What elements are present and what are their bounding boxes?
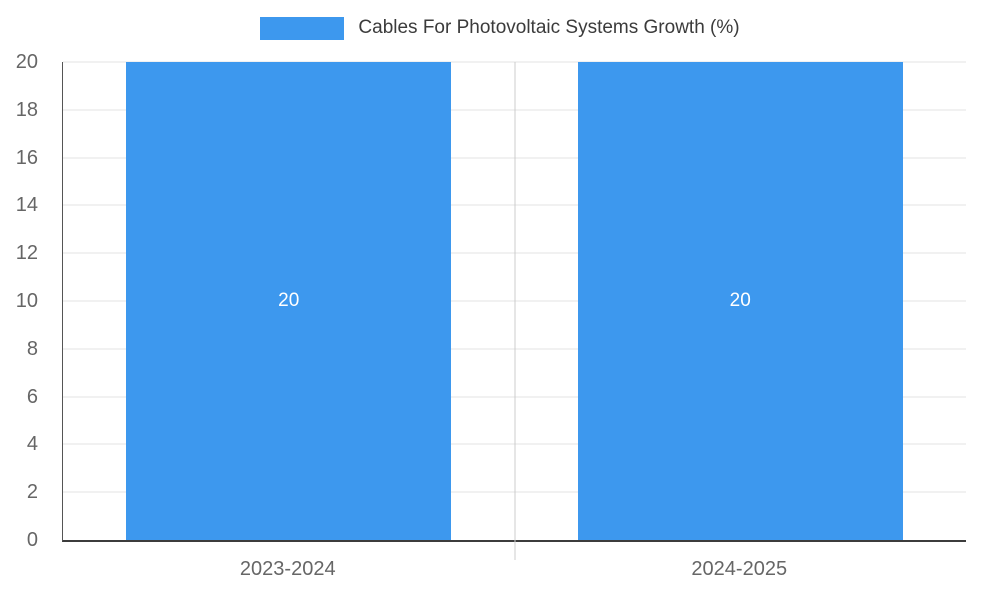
plot-area: 20 20	[62, 61, 966, 560]
y-tick-label: 6	[26, 385, 38, 408]
bar-cell: 20	[515, 62, 967, 540]
bar-cell: 20	[63, 62, 515, 540]
legend-swatch	[260, 16, 345, 40]
y-tick-label: 8	[26, 337, 38, 360]
y-tick-label: 18	[15, 98, 38, 121]
bar-value-label: 20	[278, 290, 300, 311]
chart-header: Cables For Photovoltaic Systems Growth (…	[0, 14, 1000, 42]
y-tick-label: 20	[15, 51, 38, 73]
y-axis-tick-labels: 0 2 4 6 8 10 12 14 16 18 20	[0, 52, 50, 550]
chart-title: Cables For Photovoltaic Systems Growth (…	[358, 17, 740, 38]
bar-value-label: 20	[729, 290, 751, 311]
category-separator	[514, 62, 515, 560]
y-tick-label: 0	[26, 529, 38, 551]
y-tick-label: 4	[26, 433, 38, 456]
y-tick-label: 16	[15, 146, 38, 169]
y-tick-label: 14	[15, 194, 38, 217]
y-tick-label: 10	[15, 290, 38, 312]
bar-2023-2024[interactable]: 20	[126, 62, 452, 540]
x-axis-label: 2024-2025	[691, 558, 788, 580]
y-tick-label: 12	[15, 242, 38, 265]
y-tick-label: 2	[26, 481, 38, 504]
x-axis-labels: 2023-2024 2024-2025	[62, 558, 965, 581]
bar-2024-2025[interactable]: 20	[577, 62, 903, 540]
bars-container: 20 20	[63, 62, 966, 540]
x-axis-label: 2023-2024	[239, 558, 336, 580]
